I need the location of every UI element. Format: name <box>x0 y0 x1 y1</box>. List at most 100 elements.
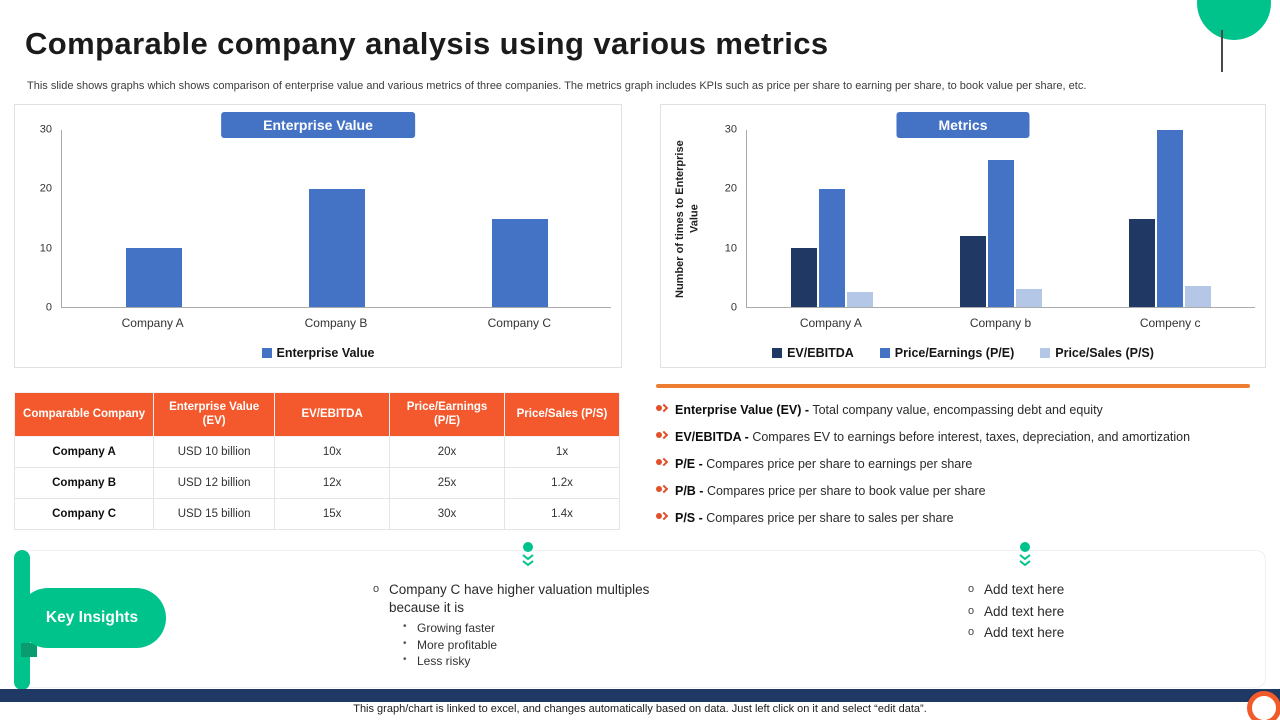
legend-swatch <box>1040 348 1051 358</box>
y-tick-label: 0 <box>730 301 737 314</box>
bar-enterprise-value-company-a <box>125 248 182 307</box>
table-cell: 1x <box>504 435 620 468</box>
definition-term: P/B - <box>675 483 704 498</box>
arrow-bullet-icon <box>656 457 669 466</box>
definitions-panel: Enterprise Value (EV) - Total company va… <box>640 384 1266 531</box>
chevron-marker-icon <box>1017 542 1033 575</box>
legend-swatch <box>879 348 890 358</box>
insight-sub-bullet: Less risky <box>403 653 691 670</box>
chart-legend: Enterprise Value <box>15 346 621 360</box>
bar-price-earnings-p-e-compeny-c <box>1157 130 1184 307</box>
y-tick-label: 10 <box>724 242 737 255</box>
table-cell: 20x <box>389 435 506 468</box>
accent-line <box>656 384 1250 388</box>
definition-item: P/B - Compares price per share to book v… <box>640 478 1266 505</box>
definition-term: P/E - <box>675 456 703 471</box>
badge-ribbon-fold <box>21 643 37 657</box>
bar-ev-ebitda-company-a <box>790 248 817 307</box>
chart-legend: EV/EBITDA Price/Earnings (P/E) Price/Sales… <box>661 346 1265 360</box>
bullet-chevron <box>659 430 669 440</box>
insight-sub-bullets: Growing fasterMore profitableLess risky <box>403 620 691 670</box>
table-header-row: Comparable Company Enterprise Value (EV) E… <box>13 392 620 437</box>
chart-title-badge: Metrics <box>896 112 1030 138</box>
key-insights-section: Key Insights Company C have higher valua… <box>14 542 1266 690</box>
bullet-dot <box>656 485 662 492</box>
table-header-cell: Price/Sales (P/S) <box>504 392 620 437</box>
chevron-marker-icon <box>520 542 536 575</box>
legend-label: Price/Sales (P/S) <box>1055 346 1154 360</box>
bottom-accent-strip <box>0 689 1280 702</box>
legend-label: Price/Earnings (P/E) <box>894 346 1015 360</box>
placeholder-items: Add text here Add text here Add text here <box>966 581 1186 642</box>
metrics-chart[interactable]: Metrics Number of times to Enterprise Va… <box>660 104 1266 368</box>
definition-item: Enterprise Value (EV) - Total company va… <box>640 397 1266 424</box>
footer-note: This graph/chart is linked to excel, and… <box>353 703 927 715</box>
y-tick-label: 0 <box>45 301 52 314</box>
bar-ev-ebitda-compeny-c <box>1129 218 1156 307</box>
y-tick-label: 20 <box>724 182 737 195</box>
table-cell: USD 15 billion <box>153 497 276 530</box>
legend-label: Enterprise Value <box>276 346 375 360</box>
placeholder-text-item[interactable]: Add text here <box>966 581 1186 599</box>
legend-label: EV/EBITDA <box>787 346 854 360</box>
comparison-table[interactable]: Comparable Company Enterprise Value (EV) E… <box>13 392 620 530</box>
definition-description: Total company value, encompassing debt a… <box>809 403 1103 417</box>
table-cell: Company A <box>13 435 155 468</box>
bar-price-sales-p-s-compeny-c <box>1185 286 1212 307</box>
page-title: Comparable company analysis using variou… <box>25 26 829 61</box>
table-cell: 15x <box>274 497 391 530</box>
insight-sub-bullet: More profitable <box>403 637 691 654</box>
chart-title-badge: Enterprise Value <box>221 112 415 138</box>
placeholder-text-item[interactable]: Add text here <box>966 603 1186 621</box>
y-axis: 0 10 20 30 <box>706 124 746 313</box>
decorative-orange-ring <box>1247 691 1280 720</box>
bar-ev-ebitda-company-b <box>959 236 986 307</box>
table-cell: USD 10 billion <box>153 435 276 468</box>
decorative-green-circle <box>1197 0 1271 40</box>
definition-term: EV/EBITDA - <box>675 429 749 444</box>
table-body: Company A USD 10 billion 10x 20x 1x Company B… <box>13 435 620 530</box>
bar-group-company-b <box>959 130 1042 307</box>
insight-column-2: Add text here Add text here Add text here <box>966 581 1186 646</box>
bullet-chevron <box>659 484 669 493</box>
definition-description: Compares price per share to sales per sh… <box>702 510 954 525</box>
enterprise-value-chart[interactable]: Enterprise Value 0 10 20 30 Company A Compan… <box>14 104 622 368</box>
table-cell: 25x <box>389 466 506 499</box>
table-header-cell: Comparable Company <box>13 392 155 437</box>
definition-text: P/S - Compares price per share to sales … <box>675 510 954 527</box>
x-axis-label: Compeny c <box>1139 316 1201 330</box>
legend-swatch <box>261 348 272 358</box>
x-axis-label: Company A <box>799 316 862 330</box>
bar-group-company-c <box>491 130 548 307</box>
slide-subtitle: This slide shows graphs which shows comp… <box>27 80 1087 92</box>
definition-description: Compares EV to earnings before interest,… <box>748 429 1191 444</box>
table-header-cell: Enterprise Value (EV) <box>153 392 276 437</box>
definition-item: P/E - Compares price per share to earnin… <box>640 451 1266 478</box>
bar-enterprise-value-company-c <box>491 218 548 307</box>
definition-term: P/S - <box>675 510 703 525</box>
decorative-pin-line <box>1221 30 1223 72</box>
table-cell: 1.4x <box>504 497 620 530</box>
legend-item-enterprise-value: Enterprise Value <box>261 346 375 360</box>
plot-area <box>746 130 1255 308</box>
bar-group-company-a <box>125 130 182 307</box>
bar-group-compeny-c <box>1129 130 1212 307</box>
table-cell: Company B <box>13 466 155 499</box>
bullet-dot <box>656 431 662 438</box>
y-tick-label: 20 <box>39 182 52 195</box>
x-axis-label: Company b <box>969 316 1032 330</box>
table-cell: USD 12 billion <box>153 466 276 499</box>
definition-text: EV/EBITDA - Compares EV to earnings befo… <box>675 429 1190 446</box>
y-tick-label: 10 <box>39 242 52 255</box>
x-axis-label: Company C <box>487 316 551 330</box>
table-row: Company B USD 12 billion 12x 25x 1.2x <box>13 466 620 499</box>
bullet-dot <box>656 512 662 519</box>
y-tick-label: 30 <box>724 123 737 136</box>
table-cell: 30x <box>389 497 506 530</box>
bullet-chevron <box>659 511 669 520</box>
y-tick-label: 30 <box>39 123 52 136</box>
y-axis: 0 10 20 30 <box>21 124 61 313</box>
placeholder-text-item[interactable]: Add text here <box>966 624 1186 642</box>
bar-enterprise-value-company-b <box>308 189 365 307</box>
